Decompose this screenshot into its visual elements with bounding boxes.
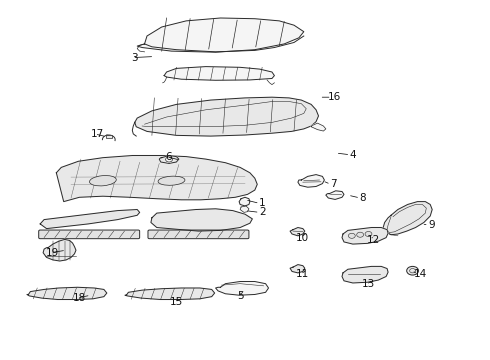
Polygon shape <box>311 123 326 131</box>
Text: 8: 8 <box>359 193 366 203</box>
FancyBboxPatch shape <box>148 230 249 239</box>
Text: 13: 13 <box>362 279 375 289</box>
Polygon shape <box>326 191 344 199</box>
Text: 17: 17 <box>90 129 104 139</box>
Polygon shape <box>239 197 250 206</box>
Text: 15: 15 <box>170 297 183 307</box>
Polygon shape <box>135 97 318 136</box>
Ellipse shape <box>90 176 116 186</box>
Text: 16: 16 <box>327 92 341 102</box>
Text: 1: 1 <box>259 198 266 208</box>
Text: 4: 4 <box>349 150 356 160</box>
Polygon shape <box>240 206 249 212</box>
Polygon shape <box>137 18 304 52</box>
Circle shape <box>166 157 172 162</box>
Polygon shape <box>290 265 305 273</box>
Polygon shape <box>383 202 432 235</box>
Text: 18: 18 <box>73 293 86 303</box>
Polygon shape <box>40 210 140 229</box>
Polygon shape <box>125 288 215 300</box>
Text: 5: 5 <box>237 291 244 301</box>
Polygon shape <box>151 209 252 231</box>
Circle shape <box>348 233 355 238</box>
Ellipse shape <box>158 176 185 185</box>
Text: 12: 12 <box>367 235 380 246</box>
Text: 6: 6 <box>166 152 172 162</box>
Text: 19: 19 <box>46 248 60 258</box>
Polygon shape <box>342 228 388 244</box>
Text: 3: 3 <box>131 53 138 63</box>
Text: 7: 7 <box>330 179 337 189</box>
Bar <box>106 135 112 138</box>
Polygon shape <box>290 228 305 236</box>
Circle shape <box>365 231 372 237</box>
Polygon shape <box>27 287 107 300</box>
FancyBboxPatch shape <box>39 230 140 239</box>
Text: 10: 10 <box>296 233 309 243</box>
Text: 9: 9 <box>428 220 435 230</box>
Text: 2: 2 <box>259 207 266 217</box>
Text: 11: 11 <box>296 269 310 279</box>
Polygon shape <box>342 266 388 283</box>
Polygon shape <box>56 156 257 202</box>
Polygon shape <box>159 156 179 163</box>
Circle shape <box>357 232 364 237</box>
Polygon shape <box>298 175 324 187</box>
Text: 14: 14 <box>414 269 427 279</box>
Circle shape <box>407 266 418 275</box>
Polygon shape <box>43 239 76 261</box>
Polygon shape <box>216 282 269 295</box>
Polygon shape <box>164 67 274 80</box>
